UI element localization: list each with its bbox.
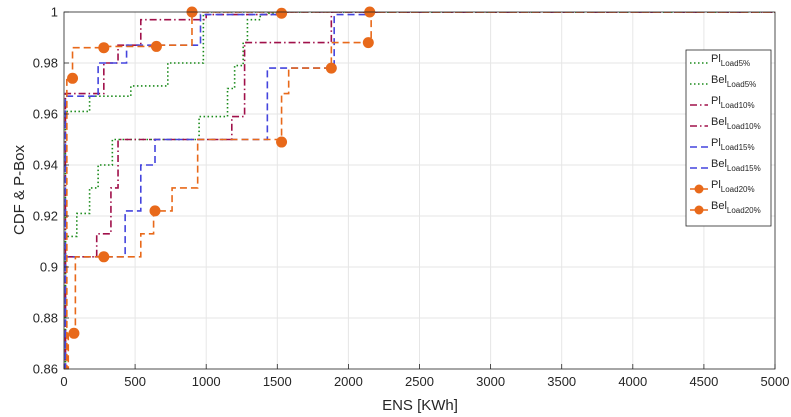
legend-subscript: Load15% [721,143,755,152]
y-tick-label: 0.98 [33,56,58,71]
series-marker-6 [276,7,288,19]
legend-label-5: BelLoad15% [711,158,761,173]
x-tick-label: 0 [60,374,67,389]
legend: PlLoad5%BelLoad5%PlLoad10%BelLoad10%PlLo… [685,49,772,227]
legend-subscript: Load5% [721,59,750,68]
axis-ticks: 0 500 1000 1500 2000 2500 3000 3500 4000 4500 5000… [33,5,790,390]
legend-subscript: Load10% [721,101,755,110]
x-axis-label: ENS [KWh] [382,397,458,414]
legend-name: Bel [711,158,727,170]
legend-label-4: PlLoad15% [711,137,755,152]
y-tick-label: 0.96 [33,107,58,122]
legend-marker-7 [694,205,704,215]
series-marker-6 [67,72,79,84]
legend-name: Bel [711,74,727,86]
x-tick-label: 2000 [334,374,363,389]
legend-name: Bel [711,200,727,212]
legend-subscript: Load20% [721,185,755,194]
legend-label-3: BelLoad10% [711,116,761,131]
y-tick-label: 0.9 [40,260,58,275]
legend-label-7: BelLoad20% [711,200,761,215]
x-tick-label: 1000 [192,374,221,389]
legend-box [685,49,772,227]
x-tick-label: 3500 [547,374,576,389]
legend-marker-6 [694,184,704,194]
y-tick-label: 1 [51,5,58,20]
series-marker-7 [362,37,374,49]
legend-name: Bel [711,116,727,128]
series-line-7 [64,12,775,369]
x-tick-label: 500 [124,374,146,389]
x-tick-label: 4000 [618,374,647,389]
series-marker-7 [276,136,288,148]
legend-subscript: Load15% [727,164,761,173]
series-marker-7 [68,327,80,339]
legend-label-2: PlLoad10% [711,95,755,110]
legend-label-0: PlLoad5% [711,53,750,68]
y-axis-label: CDF & P-Box [11,144,28,235]
series-marker-7 [98,251,110,263]
legend-name: Pl [711,53,721,65]
legend-subscript: Load20% [727,206,761,215]
legend-label-6: PlLoad20% [711,179,755,194]
series-marker-6 [150,40,162,52]
legend-name: Pl [711,179,721,191]
series-marker-7 [325,62,337,74]
x-tick-label: 4500 [689,374,718,389]
legend-name: Pl [711,137,721,149]
legend-label-1: BelLoad5% [711,74,756,89]
y-tick-label: 0.86 [33,362,58,377]
legend-subscript: Load5% [727,80,756,89]
y-tick-label: 0.92 [33,209,58,224]
x-tick-label: 1500 [263,374,292,389]
legend-name: Pl [711,95,721,107]
y-tick-label: 0.94 [33,158,58,173]
x-tick-label: 3000 [476,374,505,389]
series-marker-7 [149,205,161,217]
series-marker-6 [98,42,110,54]
legend-subscript: Load10% [727,122,761,131]
series-line-6 [64,12,775,369]
y-tick-label: 0.88 [33,311,58,326]
series-lines [64,6,775,369]
x-tick-label: 2500 [405,374,434,389]
x-tick-label: 5000 [761,374,790,389]
